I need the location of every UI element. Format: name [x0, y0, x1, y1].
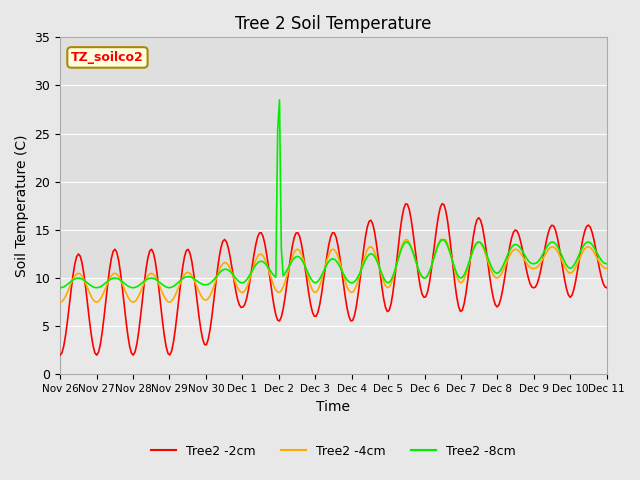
- X-axis label: Time: Time: [316, 400, 351, 414]
- Title: Tree 2 Soil Temperature: Tree 2 Soil Temperature: [236, 15, 431, 33]
- Tree2 -4cm: [554, 248, 561, 254]
- Tree2 -2cm: [391, 276, 399, 282]
- Tree2 -4cm: [391, 270, 399, 276]
- Tree2 -2cm: [381, 305, 389, 311]
- Tree2 -8cm: [383, 280, 391, 286]
- Tree2 -8cm: [519, 249, 527, 254]
- Tree2 -8cm: [381, 278, 389, 284]
- Tree2 -2cm: [554, 235, 561, 240]
- Tree2 -8cm: [276, 97, 284, 103]
- Tree2 -2cm: [438, 201, 446, 206]
- Tree2 -8cm: [554, 243, 561, 249]
- Tree2 -2cm: [58, 350, 66, 356]
- Bar: [60, 37, 607, 278]
- Tree2 -8cm: [603, 261, 611, 266]
- Y-axis label: Soil Temperature (C): Soil Temperature (C): [15, 134, 29, 277]
- Line: Tree2 -2cm: Tree2 -2cm: [60, 204, 607, 355]
- Tree2 -8cm: [393, 262, 401, 268]
- Tree2 -4cm: [380, 279, 388, 285]
- Legend: Tree2 -2cm, Tree2 -4cm, Tree2 -8cm: Tree2 -2cm, Tree2 -4cm, Tree2 -8cm: [147, 440, 520, 463]
- Tree2 -2cm: [56, 352, 64, 358]
- Tree2 -4cm: [603, 265, 611, 271]
- Tree2 -4cm: [58, 299, 66, 304]
- Tree2 -2cm: [519, 248, 527, 253]
- Tree2 -4cm: [519, 253, 527, 259]
- Line: Tree2 -4cm: Tree2 -4cm: [60, 240, 607, 302]
- Tree2 -4cm: [56, 300, 64, 305]
- Tree2 -8cm: [58, 285, 66, 290]
- Line: Tree2 -8cm: Tree2 -8cm: [60, 100, 607, 288]
- Tree2 -4cm: [381, 283, 389, 288]
- Tree2 -8cm: [56, 285, 64, 290]
- Tree2 -2cm: [603, 285, 611, 290]
- Tree2 -2cm: [380, 296, 388, 302]
- Tree2 -4cm: [436, 237, 444, 242]
- Text: TZ_soilco2: TZ_soilco2: [71, 51, 144, 64]
